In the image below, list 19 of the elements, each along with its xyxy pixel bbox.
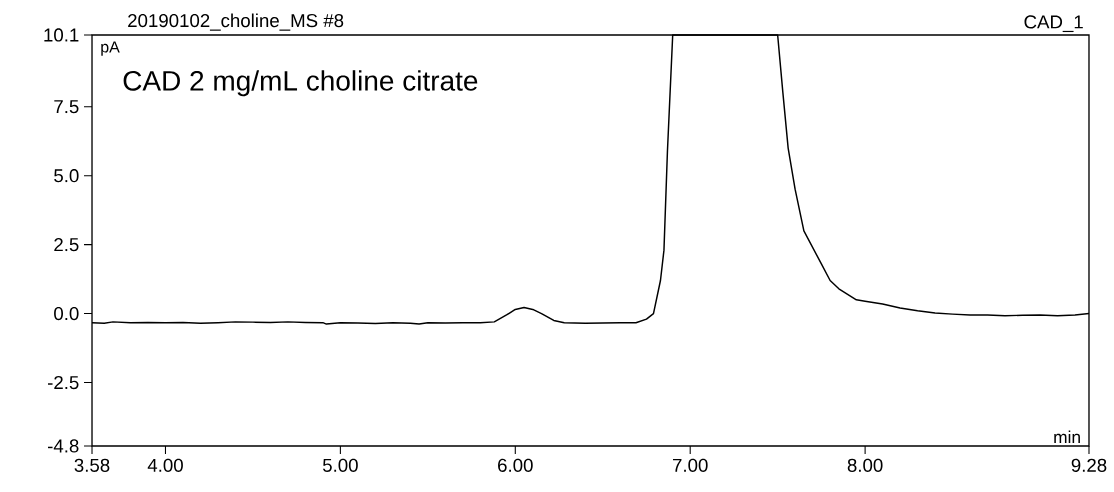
x-tick-label: 5.00: [322, 458, 358, 472]
y-axis-title: pA: [101, 41, 120, 56]
y-tick-label: 7.5: [54, 100, 79, 114]
x-tick-label: 6.00: [498, 458, 533, 472]
x-tick-label: 8.00: [847, 458, 883, 472]
y-tick-label: 5.0: [54, 169, 79, 183]
chart-title: 20190102_choline_MS #8: [128, 13, 344, 31]
annotation: CAD 2 mg/mL choline citrate: [123, 70, 478, 97]
x-axis-title: min: [1054, 430, 1080, 444]
y-tick-label: -4.8: [47, 439, 79, 453]
y-tick-label: -2.5: [47, 375, 79, 390]
x-tick-label: 4.00: [147, 458, 183, 472]
y-tick-label: 2.5: [54, 238, 79, 252]
x-tick-label: 7.00: [673, 458, 708, 472]
x-tick-label: 9.28: [1071, 458, 1107, 472]
text: CAD_1: [1024, 15, 1083, 33]
y-tick-label: 10.1: [44, 28, 79, 42]
x-tick-label: 3.58: [74, 458, 110, 472]
y-tick-label: 0.0: [54, 306, 79, 321]
